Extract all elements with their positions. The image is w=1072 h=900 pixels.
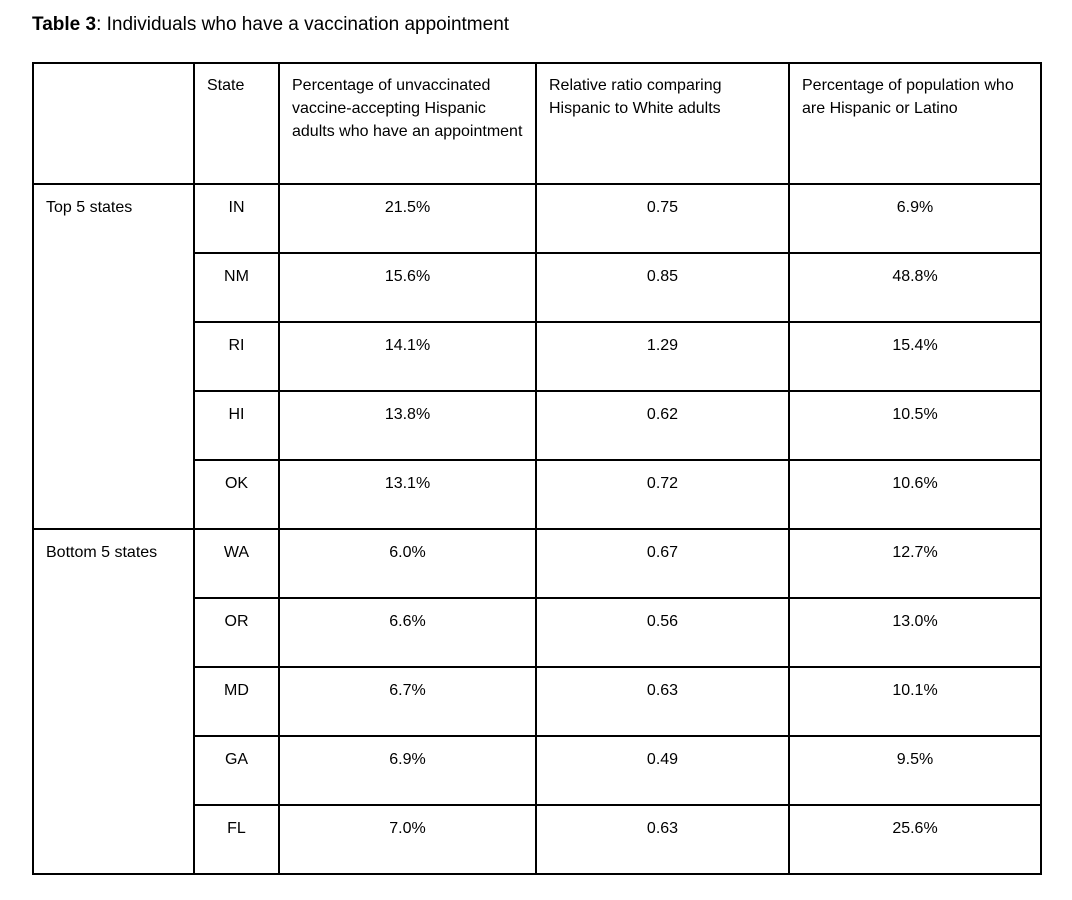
pop-cell: 9.5% [788,735,1042,806]
state-cell: NM [193,252,280,323]
state-cell: GA [193,735,280,806]
pct-cell: 6.9% [278,735,537,806]
table-caption-text: : Individuals who have a vaccination app… [96,14,510,35]
pop-cell: 25.6% [788,804,1042,875]
pop-cell: 6.9% [788,183,1042,254]
pct-cell: 13.1% [278,459,537,530]
table-row: Bottom 5 states WA 6.0% 0.67 12.7% [32,528,1042,875]
header-state: State [193,62,280,185]
table-row: OR 6.6% 0.56 13.0% [33,597,1042,668]
table-row: RI 14.1% 1.29 15.4% [33,321,1042,392]
pop-cell: 12.7% [788,528,1042,599]
header-population-percentage: Percentage of population who are Hispani… [788,62,1042,185]
pct-cell: 21.5% [278,183,537,254]
table-row: HI 13.8% 0.62 10.5% [33,390,1042,461]
group-label-top5: Top 5 states [32,183,195,530]
ratio-cell: 0.67 [535,528,790,599]
ratio-cell: 0.62 [535,390,790,461]
pct-cell: 6.6% [278,597,537,668]
pct-cell: 13.8% [278,390,537,461]
pct-cell: 15.6% [278,252,537,323]
state-cell: OR [193,597,280,668]
table-row: OK 13.1% 0.72 10.6% [33,459,1042,530]
table-row: MD 6.7% 0.63 10.1% [33,666,1042,737]
pop-cell: 10.5% [788,390,1042,461]
state-cell: OK [193,459,280,530]
pct-cell: 7.0% [278,804,537,875]
state-cell: WA [193,528,280,599]
pop-cell: 10.6% [788,459,1042,530]
pop-cell: 15.4% [788,321,1042,392]
pop-cell: 48.8% [788,252,1042,323]
ratio-cell: 0.63 [535,804,790,875]
table-row: GA 6.9% 0.49 9.5% [33,735,1042,806]
state-cell: HI [193,390,280,461]
header-relative-ratio: Relative ratio comparing Hispanic to Whi… [535,62,790,185]
vaccination-appointment-table: State Percentage of unvaccinated vaccine… [32,62,1042,875]
pct-cell: 6.0% [278,528,537,599]
ratio-cell: 0.49 [535,735,790,806]
state-cell: IN [193,183,280,254]
table-row: Top 5 states IN 21.5% 0.75 6.9% [32,183,1042,530]
header-group-blank [32,62,195,185]
pct-cell: 6.7% [278,666,537,737]
header-appointment-percentage: Percentage of unvaccinated vaccine-accep… [278,62,537,185]
group-label-bottom5: Bottom 5 states [32,528,195,875]
ratio-cell: 1.29 [535,321,790,392]
pop-cell: 13.0% [788,597,1042,668]
table-row: FL 7.0% 0.63 25.6% [33,804,1042,875]
state-cell: FL [193,804,280,875]
table-caption: Table 3: Individuals who have a vaccinat… [32,13,509,37]
header-row: State Percentage of unvaccinated vaccine… [32,62,1042,185]
table-caption-label: Table 3 [32,14,97,35]
pct-cell: 14.1% [278,321,537,392]
ratio-cell: 0.56 [535,597,790,668]
ratio-cell: 0.63 [535,666,790,737]
ratio-cell: 0.85 [535,252,790,323]
ratio-cell: 0.72 [535,459,790,530]
state-cell: RI [193,321,280,392]
table-row: NM 15.6% 0.85 48.8% [33,252,1042,323]
pop-cell: 10.1% [788,666,1042,737]
state-cell: MD [193,666,280,737]
ratio-cell: 0.75 [535,183,790,254]
